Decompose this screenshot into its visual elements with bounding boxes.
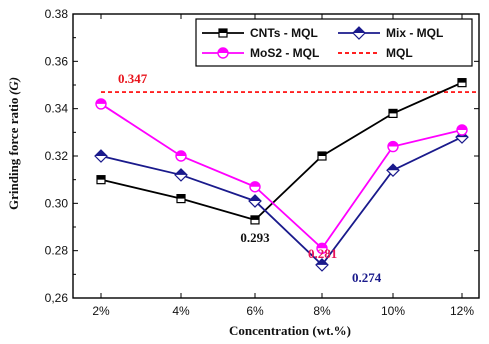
data-point xyxy=(96,175,106,185)
y-axis-title: Grinding force ratio xyxy=(6,98,21,210)
data-point xyxy=(174,168,188,182)
annotation-label: 0.347 xyxy=(118,71,148,86)
marker-fill xyxy=(458,78,466,83)
legend-entry: CNTs - MQL xyxy=(250,26,318,40)
data-point xyxy=(175,150,187,162)
series-line-0 xyxy=(100,81,463,221)
data-point xyxy=(95,98,107,110)
marker-fill xyxy=(353,27,365,33)
legend-entry: MQL xyxy=(386,46,413,60)
data-point xyxy=(387,140,399,153)
data-point xyxy=(457,78,467,88)
data-point xyxy=(386,163,400,178)
x-tick-label: 2% xyxy=(92,304,110,318)
marker-fill xyxy=(218,48,228,53)
data-point xyxy=(388,108,398,119)
legend-box xyxy=(195,18,473,67)
marker-fill xyxy=(250,181,260,187)
marker-fill xyxy=(177,194,185,199)
marker-fill xyxy=(96,98,106,104)
marker-fill xyxy=(317,243,327,249)
x-tick-label: 8% xyxy=(313,304,331,318)
data-point xyxy=(315,258,329,272)
data-point xyxy=(317,151,327,161)
y-tick-label: 0.38 xyxy=(45,7,69,21)
legend-entry: MoS2 - MQL xyxy=(250,46,319,60)
marker-fill xyxy=(457,124,467,130)
y-tick-label: 0.30 xyxy=(45,196,69,210)
data-point xyxy=(94,149,108,163)
plot-layer: 0,26 0.28 0.30 0.32 0.34 0.36 0.38 2% 4% 6% 8% 10% 1… xyxy=(45,7,480,318)
data-point xyxy=(250,215,260,225)
x-tick-label: 6% xyxy=(246,304,264,318)
annotation-label: 0.293 xyxy=(240,230,270,245)
data-point xyxy=(248,194,262,208)
x-axis-title: Concentration (wt.%) xyxy=(229,323,351,338)
marker-fill xyxy=(249,194,261,201)
legend: CNTs - MQL Mix - MQL MoS2 - MQL MQL xyxy=(195,18,473,67)
data-point xyxy=(176,194,186,204)
data-point xyxy=(249,181,261,193)
y-axis-symbol: (G) xyxy=(6,77,21,95)
data-point xyxy=(456,124,468,136)
marker-fill xyxy=(316,258,328,265)
text-layer: Concentration (wt.%) Grinding force rati… xyxy=(6,77,351,338)
y-tick-label: 0,26 xyxy=(45,291,69,305)
marker-fill xyxy=(175,168,187,175)
marker-fill xyxy=(387,164,399,171)
marker-fill xyxy=(219,29,227,33)
legend-entry: Mix - MQL xyxy=(386,26,443,40)
data-point xyxy=(316,242,328,255)
annotation-label: 0.281 xyxy=(308,246,337,261)
y-tick-label: 0.32 xyxy=(45,149,69,163)
legend-marker xyxy=(218,28,228,38)
annotation-label: 0.274 xyxy=(352,270,382,285)
y-tick-label: 0.34 xyxy=(45,102,69,116)
y-tick-label: 0.36 xyxy=(45,54,69,68)
legend-marker xyxy=(352,26,366,40)
marker-fill xyxy=(95,150,107,156)
x-tick-label: 10% xyxy=(381,304,405,318)
legend-marker xyxy=(217,47,229,59)
marker-fill xyxy=(97,175,105,180)
marker-fill xyxy=(176,151,186,156)
x-tick-label: 4% xyxy=(172,304,190,318)
marker-fill xyxy=(251,215,259,220)
marker-fill xyxy=(388,141,398,147)
x-tick-label: 12% xyxy=(450,304,474,318)
series-line-1 xyxy=(100,136,463,267)
y-tick-label: 0.28 xyxy=(45,244,69,258)
marker-fill xyxy=(389,109,397,114)
marker-fill xyxy=(318,152,326,156)
series-line-2 xyxy=(100,103,463,250)
